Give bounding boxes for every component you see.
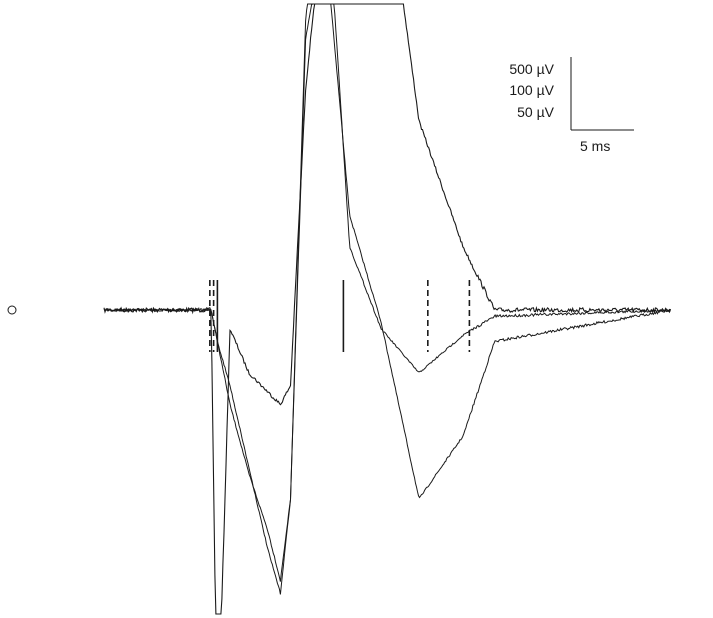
traces-group bbox=[103, 3, 672, 615]
scale-label-500uv: 500 µV bbox=[509, 61, 554, 77]
scale-label-50uv: 50 µV bbox=[517, 104, 554, 120]
markers-group bbox=[209, 280, 471, 352]
trace-line-trace_100uV bbox=[103, 3, 671, 582]
scale-label-100uv: 100 µV bbox=[509, 82, 554, 98]
trace-line-trace_500uV bbox=[103, 3, 671, 595]
origin-marker bbox=[7, 305, 17, 315]
scale-label-5ms: 5 ms bbox=[580, 138, 611, 154]
